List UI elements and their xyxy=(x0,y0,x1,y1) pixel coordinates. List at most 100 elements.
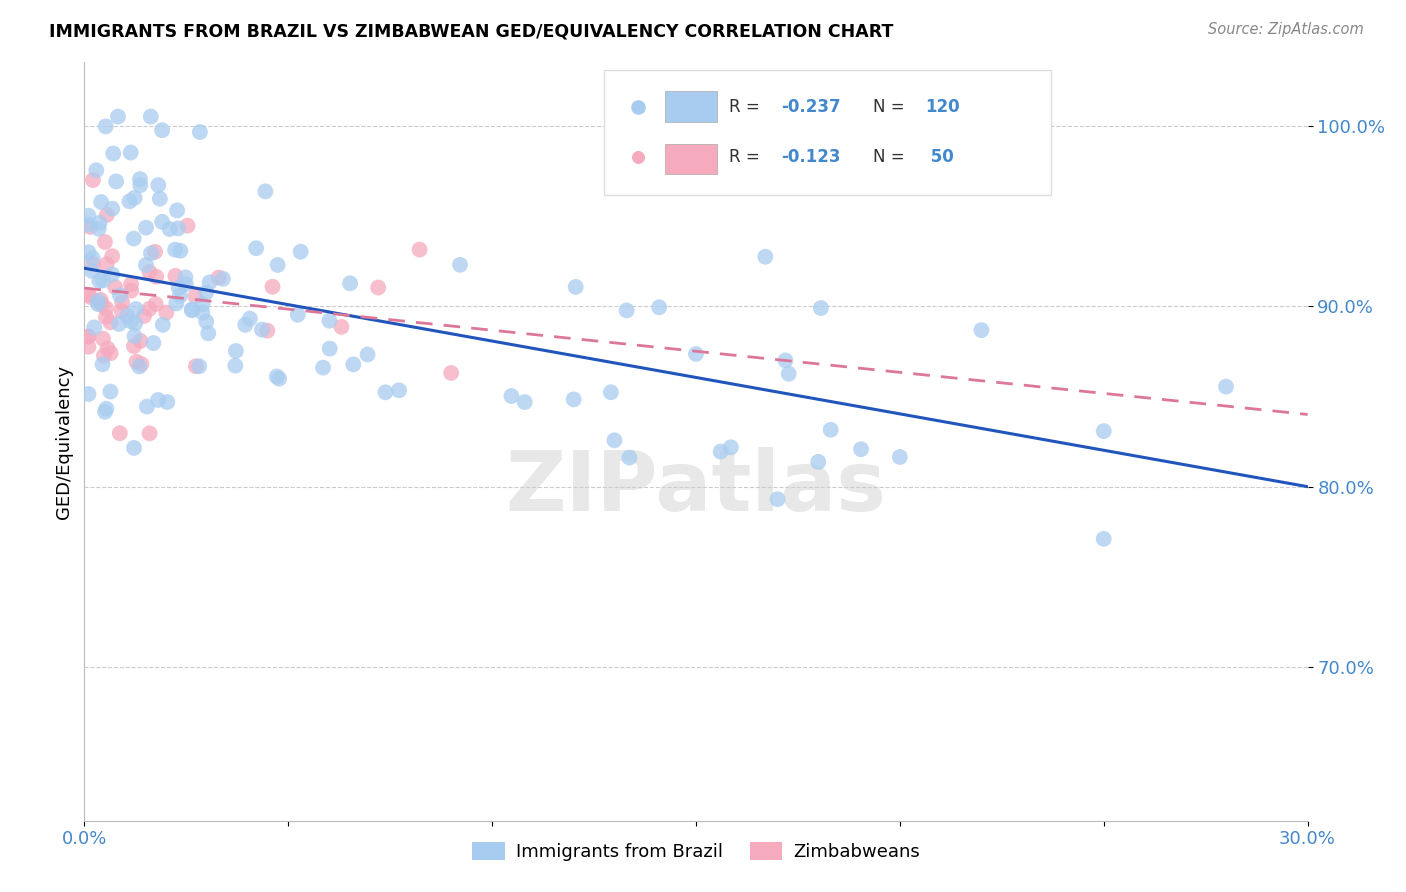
Point xyxy=(180,303,202,318)
Point xyxy=(1215,379,1237,393)
Point xyxy=(122,339,145,353)
Point xyxy=(77,245,100,260)
Point xyxy=(79,290,101,304)
Point xyxy=(90,297,112,311)
Point xyxy=(131,357,153,371)
Point xyxy=(820,423,842,437)
Point xyxy=(616,303,638,318)
Point xyxy=(101,249,124,263)
Point xyxy=(87,297,110,311)
Point xyxy=(225,343,247,358)
Point xyxy=(89,274,111,288)
Point xyxy=(138,301,160,316)
Point xyxy=(94,235,117,249)
Point xyxy=(77,387,100,401)
Point xyxy=(80,264,103,278)
Point xyxy=(266,258,288,272)
Point xyxy=(195,315,218,329)
Point xyxy=(449,258,471,272)
Point xyxy=(165,268,187,283)
Point xyxy=(94,301,117,316)
Point xyxy=(374,385,396,400)
Point xyxy=(254,185,277,199)
Point xyxy=(318,314,340,328)
Point xyxy=(149,192,172,206)
Point xyxy=(152,318,174,332)
Point xyxy=(124,329,146,343)
Point xyxy=(564,280,586,294)
Point xyxy=(150,123,173,137)
Point xyxy=(104,280,127,294)
Point xyxy=(388,384,411,398)
Point xyxy=(103,146,125,161)
Point xyxy=(342,358,364,372)
Point xyxy=(198,276,221,290)
Point xyxy=(129,172,152,186)
Point xyxy=(94,405,117,419)
Point xyxy=(77,287,100,301)
Text: R =: R = xyxy=(728,148,765,166)
Point xyxy=(96,257,118,271)
Point xyxy=(290,244,312,259)
Point xyxy=(356,347,378,361)
Point xyxy=(120,314,142,328)
Point xyxy=(513,395,536,409)
Point xyxy=(108,317,131,331)
Point xyxy=(156,395,179,409)
Point xyxy=(191,305,214,319)
Point xyxy=(135,220,157,235)
Point xyxy=(89,216,111,230)
Point xyxy=(239,311,262,326)
Point xyxy=(129,178,152,193)
Point xyxy=(138,426,160,441)
Point xyxy=(143,244,166,259)
Point xyxy=(122,231,145,245)
Point xyxy=(94,310,117,324)
Point xyxy=(125,301,148,316)
Point xyxy=(97,342,120,356)
Point xyxy=(184,359,207,374)
Point xyxy=(367,280,389,294)
Point xyxy=(312,360,335,375)
Point xyxy=(77,218,100,232)
Point xyxy=(148,178,170,193)
Text: 120: 120 xyxy=(925,98,959,116)
Point xyxy=(440,366,463,380)
Point xyxy=(125,355,148,369)
Point xyxy=(142,336,165,351)
Point xyxy=(101,268,124,282)
FancyBboxPatch shape xyxy=(665,144,717,174)
Point xyxy=(778,367,800,381)
Point xyxy=(87,294,110,309)
Point xyxy=(562,392,585,407)
Point xyxy=(155,306,177,320)
Text: N =: N = xyxy=(873,148,910,166)
Point xyxy=(90,293,112,307)
Point xyxy=(889,450,911,464)
Point xyxy=(91,273,114,287)
Point xyxy=(159,222,181,236)
Point xyxy=(118,194,141,209)
Point xyxy=(212,272,235,286)
Text: -0.123: -0.123 xyxy=(782,148,841,166)
Y-axis label: GED/Equivalency: GED/Equivalency xyxy=(55,365,73,518)
Point xyxy=(224,359,246,373)
Point xyxy=(82,257,104,271)
Point xyxy=(146,392,169,407)
Point xyxy=(318,342,340,356)
Point xyxy=(339,277,361,291)
Point xyxy=(100,315,122,329)
Point xyxy=(124,191,146,205)
Point xyxy=(82,173,104,187)
Point xyxy=(87,221,110,235)
Point xyxy=(174,277,197,292)
Point xyxy=(82,251,104,265)
Point xyxy=(330,319,353,334)
Point xyxy=(91,357,114,371)
Point xyxy=(287,308,309,322)
Point xyxy=(120,145,142,160)
Point xyxy=(256,324,278,338)
Point xyxy=(648,300,671,314)
Point xyxy=(720,440,742,454)
Point xyxy=(208,270,231,285)
